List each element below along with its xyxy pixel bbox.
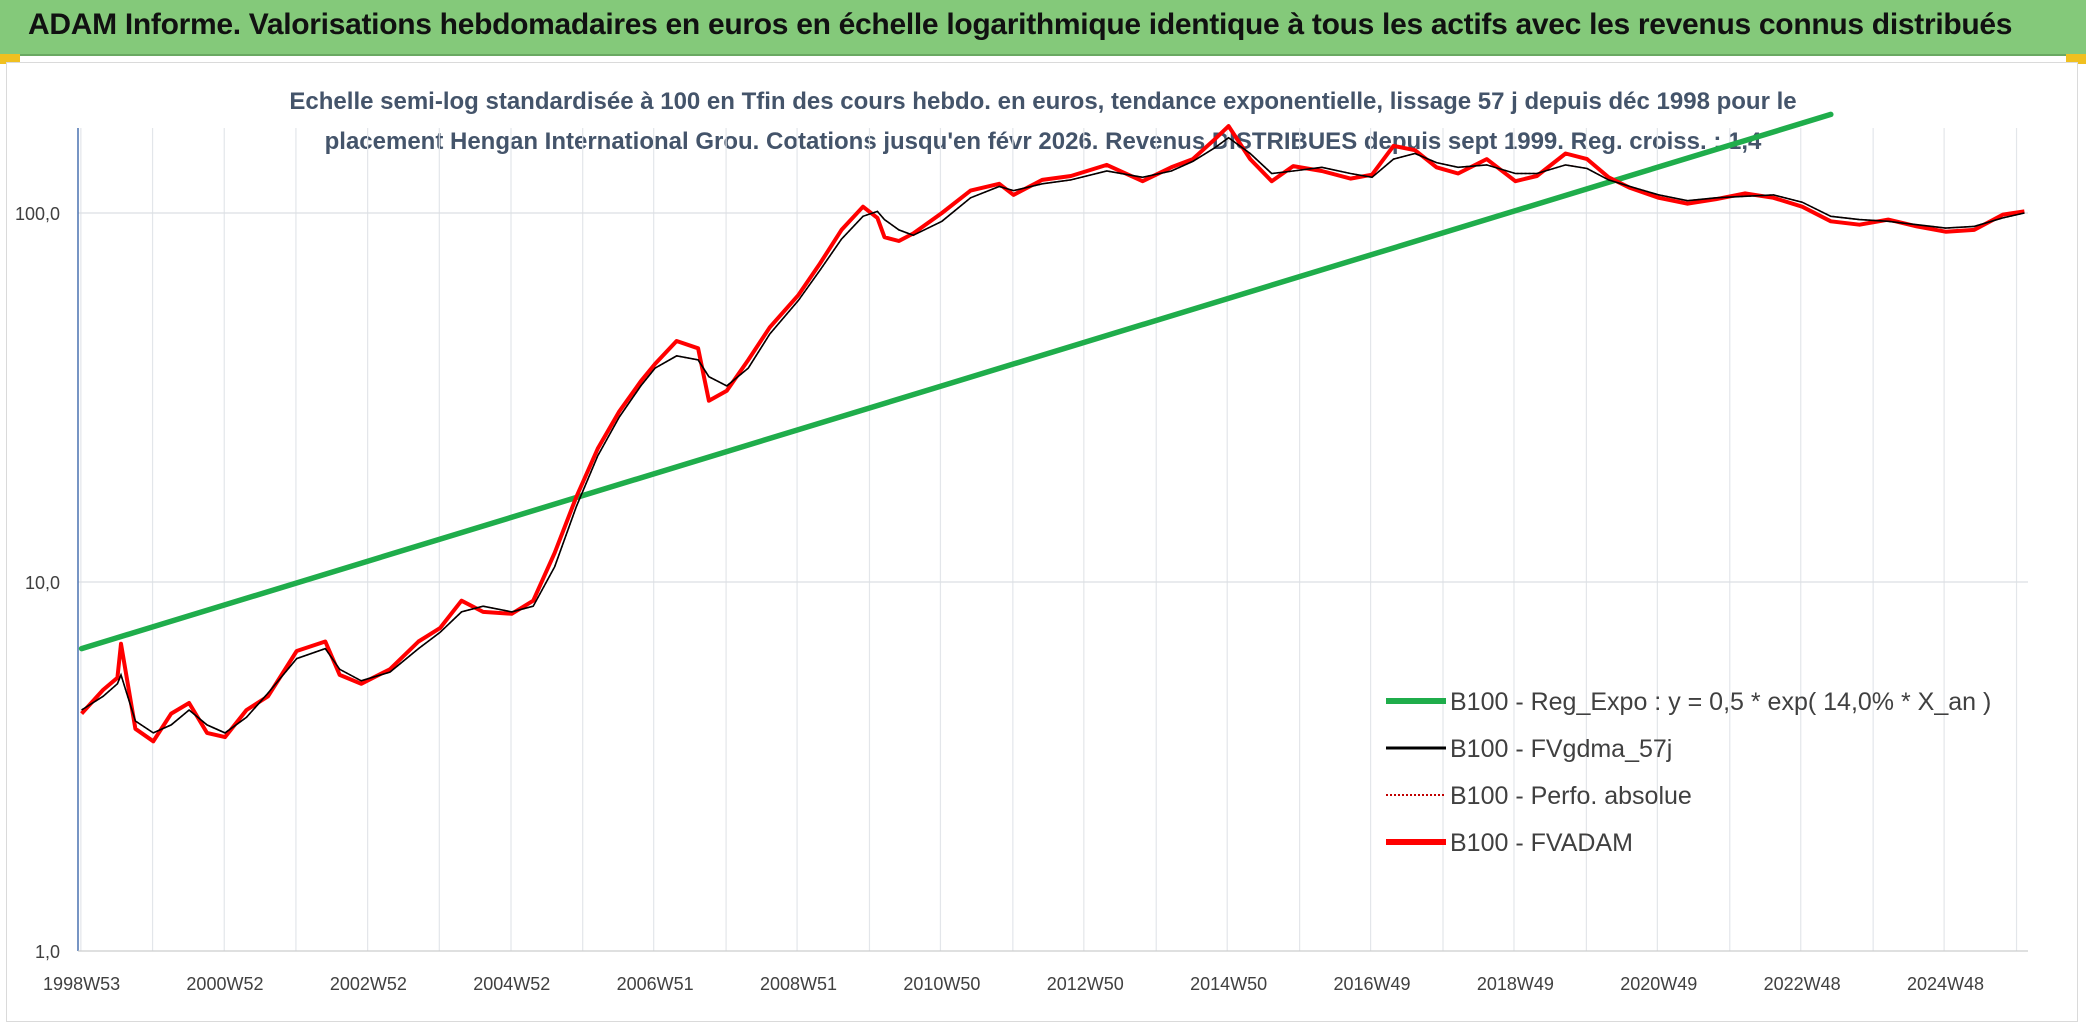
legend-fvgdma-label: B100 - FVgdma_57j <box>1450 735 1672 763</box>
x-tick-label: 2022W48 <box>1764 974 1841 994</box>
x-tick-label: 2018W49 <box>1477 974 1554 994</box>
x-tick-label: 2016W49 <box>1333 974 1410 994</box>
header-banner: ADAM Informe. Valorisations hebdomadaire… <box>0 0 2086 56</box>
y-tick-label: 10,0 <box>25 573 60 593</box>
x-tick-label: 2014W50 <box>1190 974 1267 994</box>
x-tick-label: 2020W49 <box>1620 974 1697 994</box>
x-tick-label: 2008W51 <box>760 974 837 994</box>
chart-title-line-1: Echelle semi-log standardisée à 100 en T… <box>289 88 1797 115</box>
x-tick-label: 2004W52 <box>473 974 550 994</box>
x-tick-label: 2006W51 <box>617 974 694 994</box>
series-reg-expo-line <box>78 111 1834 652</box>
y-tick-label: 100,0 <box>15 204 60 224</box>
x-tick-label: 1998W53 <box>43 974 120 994</box>
x-tick-label: 2002W52 <box>330 974 407 994</box>
series-fvgdma-line <box>81 136 2025 734</box>
corner-mark-left <box>0 54 20 64</box>
legend-fvadam-label: B100 - FVADAM <box>1450 829 1633 857</box>
x-tick-label: 2010W50 <box>903 974 980 994</box>
chart-title-line-2: placement Hengan International Grou. Cot… <box>324 128 1762 155</box>
y-tick-label: 1,0 <box>35 942 60 962</box>
corner-mark-right <box>2066 54 2086 64</box>
legend-perfo-absolue-label: B100 - Perfo. absolue <box>1450 782 1692 810</box>
x-tick-label: 2000W52 <box>186 974 263 994</box>
series-perfo-absolue-line <box>81 136 2025 734</box>
series-fvadam-line <box>80 124 2025 744</box>
page-title: ADAM Informe. Valorisations hebdomadaire… <box>28 8 2013 41</box>
chart-frame <box>6 62 2078 1022</box>
legend-reg-expo-label: B100 - Reg_Expo : y = 0,5 * exp( 14,0% *… <box>1450 688 1991 716</box>
x-tick-label: 2024W48 <box>1907 974 1984 994</box>
x-tick-label: 2012W50 <box>1047 974 1124 994</box>
